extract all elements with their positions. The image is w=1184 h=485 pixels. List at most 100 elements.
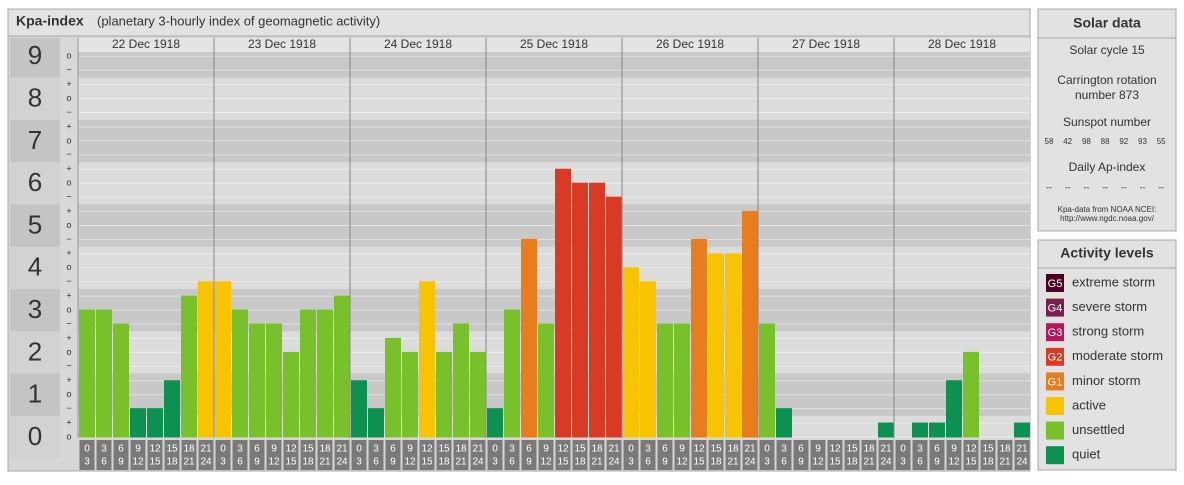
hour-box bbox=[181, 440, 197, 470]
hour-box bbox=[453, 440, 469, 470]
title-bar bbox=[7, 8, 1031, 37]
hour-start: 9 bbox=[815, 444, 821, 455]
plot-band bbox=[78, 204, 1030, 247]
hour-box bbox=[844, 440, 860, 470]
subtick-label: o bbox=[66, 178, 71, 188]
activity-title: Activity levels bbox=[1060, 245, 1154, 261]
hour-start: 9 bbox=[543, 444, 549, 455]
hour-start: 12 bbox=[965, 444, 977, 455]
hour-start: 12 bbox=[149, 444, 161, 455]
hour-end: 21 bbox=[183, 457, 195, 468]
hour-box bbox=[283, 440, 299, 470]
hour-start: 6 bbox=[662, 444, 668, 455]
hour-end: 12 bbox=[132, 457, 144, 468]
hour-box bbox=[164, 440, 180, 470]
subtick-label: − bbox=[66, 192, 71, 202]
bar bbox=[113, 323, 129, 438]
hour-end: 12 bbox=[540, 457, 552, 468]
bar bbox=[402, 351, 418, 438]
hour-end: 9 bbox=[934, 457, 940, 468]
hour-box bbox=[215, 440, 231, 470]
bar bbox=[368, 408, 384, 438]
sunspot-number: 92 bbox=[1119, 137, 1128, 146]
hour-box bbox=[946, 440, 962, 470]
legend-label: quiet bbox=[1072, 447, 1101, 462]
legend-label: minor storm bbox=[1072, 373, 1141, 388]
hour-box bbox=[640, 440, 656, 470]
hour-end: 15 bbox=[693, 457, 705, 468]
subtick-label: + bbox=[66, 206, 71, 216]
hour-end: 15 bbox=[829, 457, 841, 468]
hour-end: 21 bbox=[727, 457, 739, 468]
bar bbox=[555, 168, 571, 438]
bar bbox=[164, 380, 180, 438]
hour-end: 3 bbox=[220, 457, 226, 468]
plot-band bbox=[78, 246, 1030, 289]
chart-title: Kpa-index bbox=[16, 13, 84, 29]
hour-start: 3 bbox=[101, 444, 107, 455]
subtick-label: − bbox=[66, 107, 71, 117]
hour-end: 24 bbox=[608, 457, 620, 468]
hour-start: 6 bbox=[254, 444, 260, 455]
plot-band bbox=[78, 119, 1030, 163]
legend-label: severe storm bbox=[1072, 299, 1147, 314]
bar bbox=[725, 253, 741, 438]
hour-box bbox=[759, 440, 775, 470]
hour-box bbox=[130, 440, 146, 470]
y-tick-label: 9 bbox=[28, 40, 42, 70]
legend-label: active bbox=[1072, 397, 1106, 412]
hour-start: 21 bbox=[744, 444, 756, 455]
hour-box bbox=[266, 440, 282, 470]
ap-index: -- bbox=[1046, 182, 1052, 192]
plot-band bbox=[78, 77, 1030, 120]
hour-end: 24 bbox=[744, 457, 756, 468]
date-label: 28 Dec 1918 bbox=[928, 37, 996, 51]
hour-end: 9 bbox=[526, 457, 532, 468]
hour-start: 15 bbox=[166, 444, 178, 455]
hour-start: 21 bbox=[1016, 444, 1028, 455]
chart-subtitle: (planetary 3-hourly index of geomagnetic… bbox=[97, 13, 380, 28]
bar bbox=[351, 380, 367, 438]
hour-end: 3 bbox=[356, 457, 362, 468]
date-header bbox=[78, 38, 1030, 52]
y-tick-label: 8 bbox=[28, 82, 42, 112]
hour-start: 0 bbox=[356, 444, 362, 455]
date-label: 23 Dec 1918 bbox=[248, 37, 316, 51]
sunspot-number: 98 bbox=[1082, 137, 1091, 146]
legend-badge: G1 bbox=[1048, 376, 1063, 388]
subtick-label: − bbox=[66, 276, 71, 286]
hour-end: 21 bbox=[999, 457, 1011, 468]
bar bbox=[436, 351, 452, 438]
sunspot-number: 88 bbox=[1101, 137, 1110, 146]
hour-box bbox=[793, 440, 809, 470]
hour-end: 18 bbox=[710, 457, 722, 468]
bar bbox=[419, 281, 435, 438]
hour-start: 18 bbox=[863, 444, 875, 455]
bar bbox=[317, 309, 333, 438]
legend-label: extreme storm bbox=[1072, 274, 1155, 289]
hour-box bbox=[300, 440, 316, 470]
bar bbox=[946, 380, 962, 438]
hour-start: 12 bbox=[557, 444, 569, 455]
hour-box bbox=[504, 440, 520, 470]
y-tick-label: 5 bbox=[28, 209, 42, 239]
hour-box bbox=[470, 440, 486, 470]
y-band bbox=[10, 373, 60, 416]
hour-start: 6 bbox=[798, 444, 804, 455]
hour-end: 18 bbox=[846, 457, 858, 468]
subtick-label: o bbox=[66, 347, 71, 357]
bar bbox=[657, 323, 673, 438]
hour-box bbox=[402, 440, 418, 470]
bar bbox=[691, 238, 707, 438]
hour-start: 0 bbox=[492, 444, 498, 455]
subtick-label: − bbox=[66, 318, 71, 328]
hour-end: 3 bbox=[628, 457, 634, 468]
subtick-label: + bbox=[66, 333, 71, 343]
y-tick-label: 7 bbox=[28, 125, 42, 155]
hour-start: 6 bbox=[526, 444, 532, 455]
hour-box bbox=[487, 440, 503, 470]
hour-start: 21 bbox=[608, 444, 620, 455]
legend-label: unsettled bbox=[1072, 422, 1125, 437]
hour-end: 6 bbox=[917, 457, 923, 468]
